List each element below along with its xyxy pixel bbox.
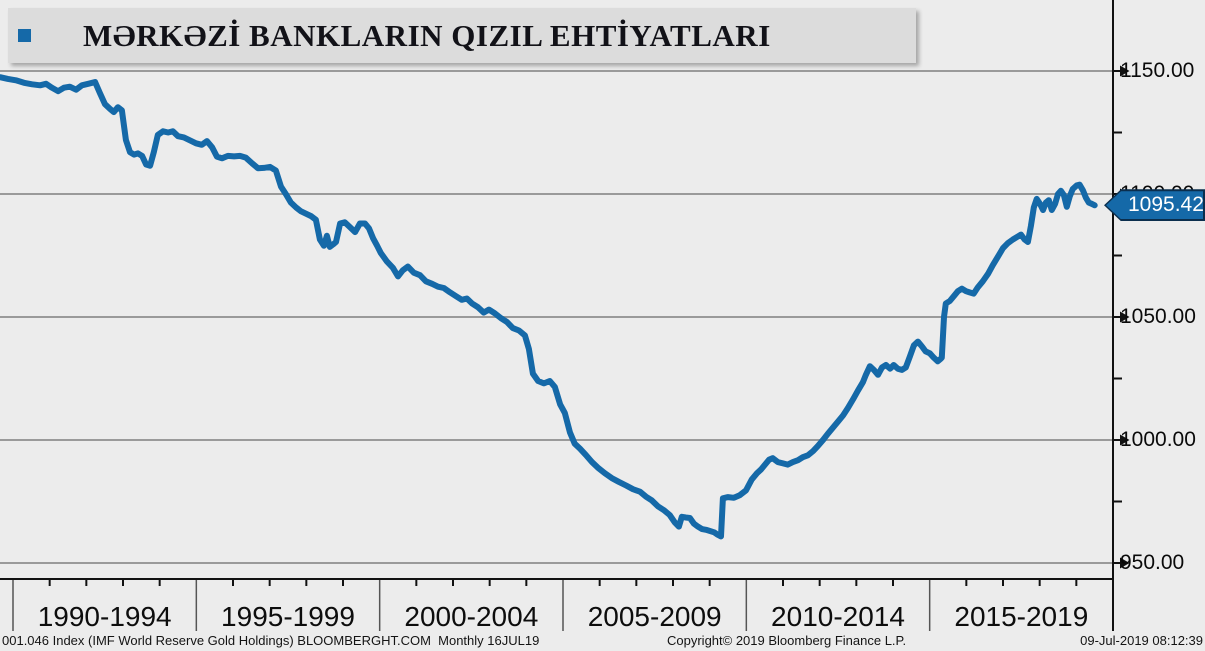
x-axis-period-label: 2015-2019 [954,601,1089,632]
gold-holdings-line-series [0,74,1098,540]
y-axis-tick-arrow-icon [1120,557,1130,569]
x-axis-period-label: 1995-1999 [221,601,355,632]
x-axis-period-label: 2010-2014 [771,601,905,632]
chart-title: MƏRKƏZİ BANKLARIN QIZIL EHTİYATLARI [83,17,771,53]
square-bullet-icon [18,29,31,42]
footer-copyright: Copyright© 2019 Bloomberg Finance L.P. [667,633,907,648]
x-axis-period-label: 2005-2009 [587,601,722,632]
y-axis-label: 1050.00 [1120,305,1196,328]
y-axis-tick-arrow-icon [1120,311,1130,323]
y-axis-tick-arrow-icon [1120,434,1130,446]
y-axis-label: 1150.00 [1120,59,1195,82]
y-axis-tick-arrow-icon [1120,65,1130,77]
current-value-label: 1095.42 [1106,191,1203,220]
y-axis-label: 1000.00 [1120,428,1196,451]
x-axis-period-label: 1990-1994 [37,601,172,632]
y-axis-label: 950.00 [1120,551,1185,574]
footer-timestamp: 09-Jul-2019 08:12:39 [1080,633,1203,648]
chart-title-bar: MƏRKƏZİ BANKLARIN QIZIL EHTİYATLARI [8,8,916,63]
x-axis-period-label: 2000-2004 [404,601,539,632]
current-value-badge: 1095.42 [1104,189,1205,222]
footer-index-description: 001.046 Index (IMF World Reserve Gold Ho… [2,633,540,648]
